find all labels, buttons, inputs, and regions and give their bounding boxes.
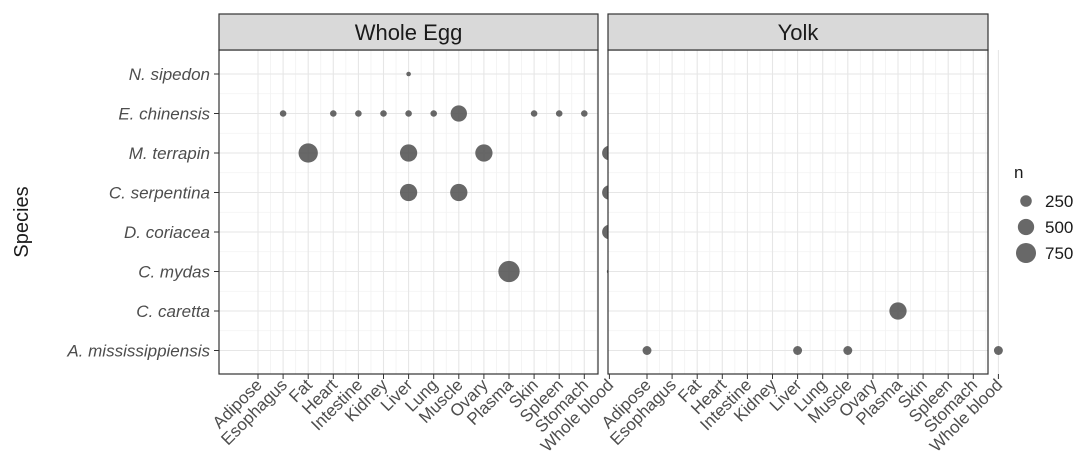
y-tick-label: N. sipedon [129, 65, 210, 84]
data-point [581, 110, 588, 117]
data-point [399, 183, 418, 202]
facet-strip [607, 13, 989, 51]
legend-title: n [1014, 163, 1023, 182]
data-point [406, 71, 411, 77]
x-tick-labels: AdiposeEsophagusFatHeartIntestineKidneyL… [209, 375, 1006, 456]
legend-key [1020, 195, 1032, 207]
facet-strip [218, 13, 599, 51]
data-point [450, 105, 467, 122]
y-tick-label: C. caretta [136, 302, 210, 321]
data-point [355, 110, 362, 117]
data-point [450, 183, 468, 202]
facet-panel-0: Whole Egg [218, 13, 617, 379]
facet-label: Whole Egg [355, 20, 463, 45]
data-point [475, 144, 493, 162]
y-tick-label: M. terrapin [129, 144, 210, 163]
facet-label: Yolk [778, 20, 820, 45]
y-tick-label: E. chinensis [118, 105, 210, 124]
legend-label: 250 [1045, 192, 1073, 211]
data-point [330, 110, 337, 117]
data-point [279, 110, 287, 117]
data-point [405, 110, 412, 117]
chart-panels: Whole Egg Yolk [218, 13, 1003, 379]
data-point [642, 346, 652, 355]
data-point [399, 144, 418, 162]
y-tick-label: C. mydas [138, 263, 210, 282]
facet-panel-1: Yolk [607, 13, 1003, 379]
data-point [430, 110, 437, 117]
data-point [889, 302, 907, 320]
data-point [993, 346, 1003, 355]
legend-key [1017, 218, 1035, 236]
data-point [530, 110, 538, 117]
data-point [498, 260, 520, 283]
y-tick-labels: A. mississippiensis C. caretta C. mydas D. … [66, 65, 219, 361]
legend-label: 750 [1045, 244, 1073, 263]
y-axis-title: Species [11, 186, 33, 257]
y-tick-label: A. mississippiensis [66, 342, 210, 361]
data-point [380, 110, 387, 117]
size-legend: n 250 500 750 [1014, 163, 1073, 263]
legend-key [1016, 243, 1036, 263]
data-point [555, 110, 563, 117]
y-tick-label: C. serpentina [109, 184, 210, 203]
data-point [298, 143, 318, 163]
legend-label: 500 [1045, 218, 1073, 237]
data-point [843, 346, 853, 355]
data-point [793, 346, 803, 355]
y-tick-label: D. coriacea [124, 223, 210, 242]
